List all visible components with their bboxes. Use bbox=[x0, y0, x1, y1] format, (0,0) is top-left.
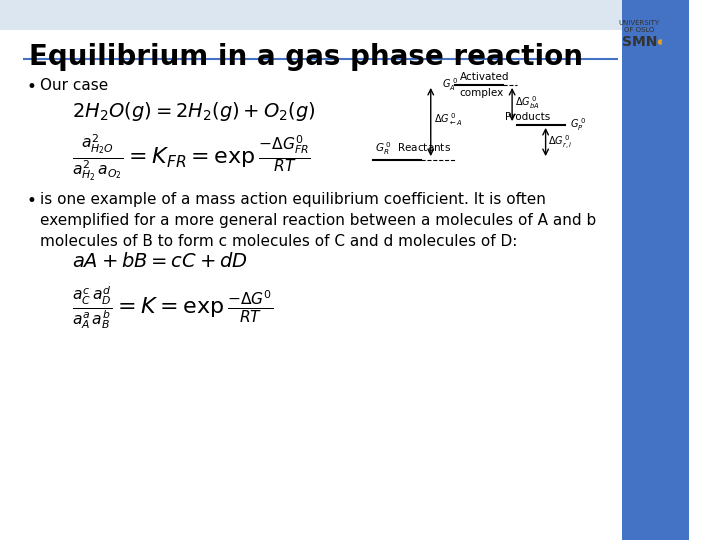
Text: $\frac{a_C^c\,a_D^d}{a_A^a\,a_B^b} = K = \exp\frac{-\Delta G^{0}}{RT}$: $\frac{a_C^c\,a_D^d}{a_A^a\,a_B^b} = K =… bbox=[72, 285, 273, 332]
Bar bbox=[0, 0, 689, 30]
Text: Activated: Activated bbox=[459, 72, 509, 82]
Bar bbox=[622, 0, 689, 540]
Circle shape bbox=[670, 40, 674, 44]
Circle shape bbox=[659, 40, 662, 44]
Text: $G_A^{\;0}$: $G_A^{\;0}$ bbox=[442, 77, 459, 93]
Text: $aA + bB = cC + dD$: $aA + bB = cC + dD$ bbox=[72, 252, 248, 271]
Text: Our case: Our case bbox=[40, 78, 109, 93]
Text: is one example of a mass action equilibrium coefficient. It is often
exemplified: is one example of a mass action equilibr… bbox=[40, 192, 596, 249]
Text: $\Delta G_{bA}^{\;0}$: $\Delta G_{bA}^{\;0}$ bbox=[515, 94, 540, 111]
Text: complex: complex bbox=[459, 88, 504, 98]
Text: Equilibrium in a gas phase reaction: Equilibrium in a gas phase reaction bbox=[29, 43, 582, 71]
Text: SMN: SMN bbox=[622, 35, 657, 49]
Circle shape bbox=[674, 40, 678, 44]
Text: •: • bbox=[27, 192, 37, 210]
Text: $\Delta G_{r,i}^{\;0}$: $\Delta G_{r,i}^{\;0}$ bbox=[549, 134, 573, 152]
Text: $\frac{a_{H_2O}^{2}}{a_{H_2}^{2}\,a_{O_2}} = K_{FR} = \exp\frac{-\Delta G_{FR}^{: $\frac{a_{H_2O}^{2}}{a_{H_2}^{2}\,a_{O_2… bbox=[72, 132, 310, 183]
Circle shape bbox=[666, 40, 670, 44]
Text: $G_P^{\;0}$: $G_P^{\;0}$ bbox=[570, 117, 585, 133]
Text: Products: Products bbox=[505, 112, 551, 122]
Text: UNIVERSITY
OF OSLO: UNIVERSITY OF OSLO bbox=[619, 20, 660, 33]
Text: $\Delta G_{\leftarrow A}^{\;0}$: $\Delta G_{\leftarrow A}^{\;0}$ bbox=[433, 112, 462, 129]
Text: $G_R^{\;0}$  Reactants: $G_R^{\;0}$ Reactants bbox=[375, 140, 451, 157]
Text: $2H_2O(g) = 2H_2(g) + O_2(g)$: $2H_2O(g) = 2H_2(g) + O_2(g)$ bbox=[72, 100, 315, 123]
Circle shape bbox=[662, 40, 666, 44]
Text: •: • bbox=[27, 78, 37, 96]
